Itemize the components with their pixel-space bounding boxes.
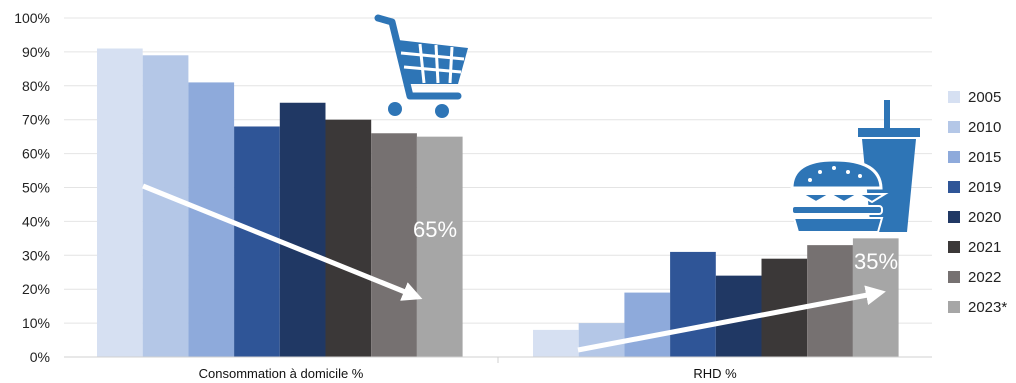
- legend-label-2021: 2021: [968, 239, 1001, 256]
- y-tick-label-10: 10%: [22, 315, 50, 331]
- y-tick-label-0: 0%: [30, 349, 50, 365]
- data-label-home-2023: 65%: [413, 217, 457, 242]
- bar-0-2020: [279, 102, 326, 357]
- legend-label-2019: 2019: [968, 179, 1001, 196]
- legend-label-2020: 2020: [968, 209, 1001, 226]
- y-tick-label-100: 100%: [14, 10, 50, 26]
- bar-0-2021: [325, 119, 372, 357]
- bar-1-2005: [533, 329, 579, 357]
- legend-swatch-2021: [948, 241, 960, 253]
- bar-0-2010: [142, 55, 189, 357]
- legend-label-2005: 2005: [968, 89, 1001, 106]
- y-tick-label-20: 20%: [22, 281, 50, 297]
- fast-food-icon: [790, 100, 920, 233]
- y-tick-label-40: 40%: [22, 213, 50, 229]
- bar-1-2015: [624, 292, 671, 357]
- y-tick-label-30: 30%: [22, 247, 50, 263]
- legend-swatch-2019: [948, 181, 960, 193]
- y-axis-ticks: 0% 10% 20% 30% 40% 50% 60% 70% 80% 90% 100%: [14, 10, 50, 365]
- bar-0-2023: [416, 136, 463, 357]
- legend-label-2015: 2015: [968, 149, 1001, 166]
- trend-arrow-up: [577, 285, 886, 353]
- y-tick-label-70: 70%: [22, 112, 50, 128]
- category-label-0: Consommation à domicile %: [199, 366, 364, 381]
- y-tick-label-90: 90%: [22, 44, 50, 60]
- shopping-cart-icon: [374, 14, 468, 118]
- legend-swatch-2020: [948, 211, 960, 223]
- legend-label-2010: 2010: [968, 119, 1001, 136]
- legend-label-2022: 2022: [968, 269, 1001, 286]
- legend-swatch-2022: [948, 271, 960, 283]
- legend-swatch-2023: [948, 301, 960, 313]
- data-label-rhd-2023: 35%: [854, 249, 898, 274]
- y-tick-label-80: 80%: [22, 78, 50, 94]
- bars: [97, 48, 899, 357]
- bar-1-2010: [578, 323, 625, 357]
- legend-swatch-2010: [948, 121, 960, 133]
- bar-0-2005: [97, 48, 143, 357]
- y-tick-label-60: 60%: [22, 146, 50, 162]
- bar-0-2019: [234, 126, 280, 357]
- category-label-1: RHD %: [693, 366, 737, 381]
- bar-1-2019: [670, 251, 716, 357]
- y-tick-label-50: 50%: [22, 180, 50, 196]
- legend-label-2023: 2023*: [968, 299, 1007, 316]
- legend-swatch-2005: [948, 91, 960, 103]
- legend: 2005 2010 2015 2019 2020 2021 2022 2023*: [948, 89, 1007, 316]
- bar-0-2022: [371, 133, 417, 357]
- legend-swatch-2015: [948, 151, 960, 163]
- trend-arrow-down: [142, 183, 423, 301]
